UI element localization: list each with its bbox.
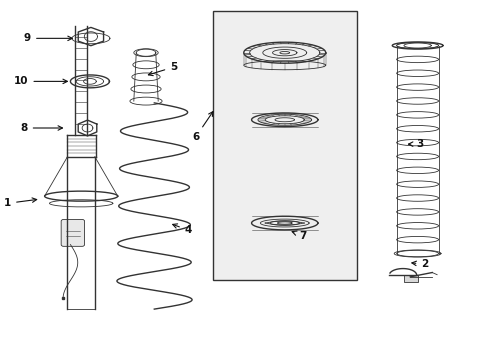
Text: 5: 5 bbox=[148, 62, 177, 76]
Text: 1: 1 bbox=[4, 198, 37, 208]
Text: 6: 6 bbox=[192, 112, 213, 142]
Text: 7: 7 bbox=[291, 231, 306, 240]
Text: 8: 8 bbox=[20, 123, 62, 133]
Text: 9: 9 bbox=[24, 33, 72, 43]
Text: 3: 3 bbox=[407, 139, 423, 149]
Text: 10: 10 bbox=[14, 76, 67, 86]
Bar bbox=[404, 275, 417, 282]
Text: 4: 4 bbox=[172, 224, 192, 235]
FancyBboxPatch shape bbox=[61, 220, 84, 246]
Bar bbox=[212, 12, 356, 280]
Text: 2: 2 bbox=[411, 259, 427, 269]
